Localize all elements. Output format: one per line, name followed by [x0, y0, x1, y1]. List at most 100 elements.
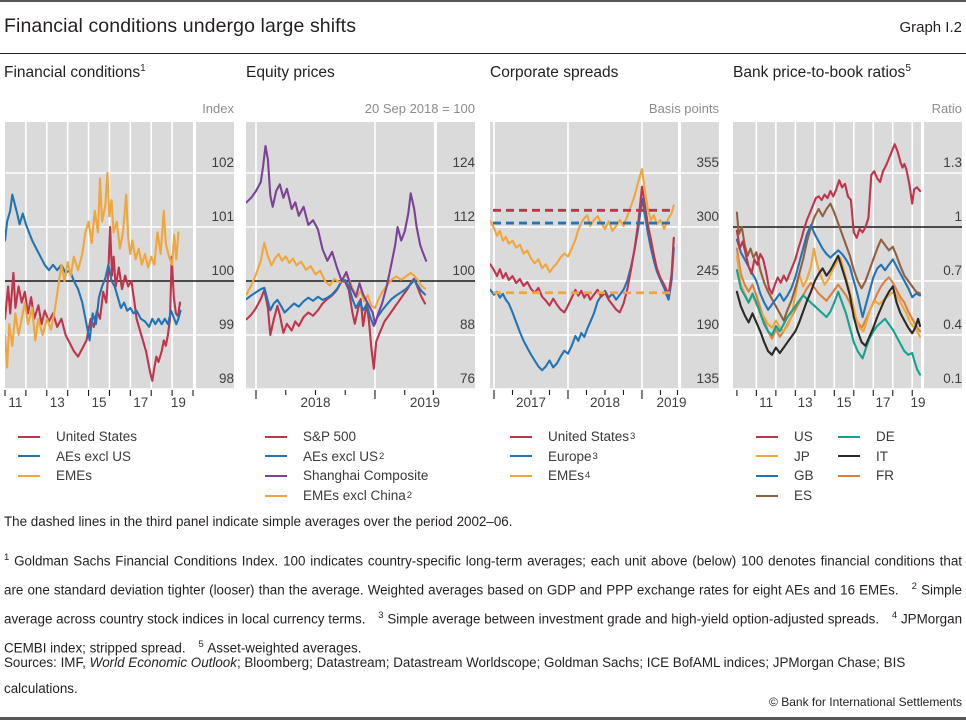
footnote-sup: 4 [891, 609, 898, 621]
x-tick-label: 19 [911, 395, 926, 410]
legend-swatch-black-icon [838, 455, 860, 458]
y-tick-label: 355 [696, 155, 719, 170]
corporate-spreads-chart: 135 190 245 300 355 2017 2018 2019 [490, 122, 719, 410]
panel-2-title: Equity prices [246, 63, 335, 82]
legend-label: ES [794, 488, 813, 504]
legend-swatch-purple-icon [265, 474, 287, 477]
plot-area [490, 122, 678, 389]
panel-2-unit-label: 20 Sep 2018 = 100 [364, 101, 475, 116]
panel-3-title-text: Corporate spreads [490, 64, 619, 82]
legend-item-emes: EMEs [18, 466, 137, 486]
x-tick-label: 13 [50, 395, 65, 410]
legend-label-sup: 3 [630, 431, 636, 443]
panel-1-title-text: Financial conditions [4, 64, 141, 82]
series-aes-excl-us [246, 279, 427, 328]
series-us [735, 143, 921, 295]
series-gb [735, 224, 921, 319]
y-tick-label: 245 [696, 263, 719, 278]
y-tick-label: 0.1 [943, 371, 962, 386]
legend-item-shanghai-composite: Shanghai Composite [265, 466, 428, 486]
y-tick-label: 0.7 [943, 263, 962, 278]
legend-swatch-blue-icon [510, 455, 532, 458]
series-it [735, 254, 921, 356]
legend-label: S&P 500 [303, 429, 357, 445]
x-tick-label: 19 [171, 395, 186, 410]
legend-item-s-p-500: S&P 500 [265, 427, 428, 447]
legend-item-emes: EMEs 4 [510, 466, 635, 486]
title-rule [0, 53, 966, 55]
plot-area [5, 122, 193, 389]
x-tick-label: 2019 [410, 395, 440, 410]
legend-item-jp: JP [756, 447, 838, 467]
top-rule [0, 0, 966, 2]
panel-1-title-sup: 1 [140, 63, 146, 74]
legend-label: GB [794, 468, 814, 484]
legend-swatch-yellow-icon [756, 455, 778, 458]
sources-suffix: ; Bloomberg; Datastream; Datastream Worl… [4, 655, 906, 696]
legend-label-sup: 2 [406, 490, 413, 502]
legend-swatch-red-icon [510, 435, 532, 438]
y-tick-label: 99 [219, 317, 234, 332]
series-de [735, 269, 921, 376]
x-tick-label: 11 [759, 395, 773, 410]
legend-column: United States AEs excl US EMEs [18, 427, 137, 486]
panel-4-unit-label: Ratio [931, 101, 962, 116]
y-tick-label: 88 [460, 317, 475, 332]
footnote-sup: 5 [198, 638, 204, 650]
y-tick-label: 102 [211, 155, 234, 170]
axis-strip [196, 122, 234, 389]
legend-item-fr: FR [838, 466, 895, 486]
legend-label-sup: 3 [592, 450, 598, 462]
y-tick-label: 76 [460, 371, 475, 386]
legend-item-aes-excl-us: AEs excl US 2 [265, 447, 428, 467]
x-tick-label: 17 [133, 395, 148, 410]
axis-strip [437, 122, 475, 389]
x-tick-label: 2019 [657, 395, 687, 410]
y-tick-label: 0.4 [943, 317, 962, 332]
legend-swatch-teal-icon [838, 435, 860, 438]
y-tick-label: 190 [696, 317, 719, 332]
legend-label: FR [876, 468, 894, 484]
graph-number: Graph I.2 [899, 19, 962, 36]
y-tick-label: 1.3 [943, 155, 962, 170]
x-tick-label: 2018 [300, 395, 330, 410]
panel-1-unit-label: Index [202, 101, 234, 116]
y-tick-label: 1 [954, 209, 962, 224]
legend-label: EMEs [548, 468, 585, 484]
panel-4-title: Bank price-to-book ratios5 [733, 63, 911, 82]
bottom-rule [0, 717, 966, 720]
legend-label: EMEs [56, 468, 93, 484]
panel-3-legend: United States 3 Europe 3 EMEs 4 [510, 427, 635, 486]
legend-item-united-states: United States [18, 427, 137, 447]
legend-label: DE [876, 429, 895, 445]
legend-label: JP [794, 448, 810, 464]
series-shanghai-composite [246, 144, 428, 325]
y-tick-label: 300 [696, 209, 719, 224]
y-tick-label: 100 [452, 263, 475, 278]
legend-label: Europe [548, 448, 592, 464]
x-tick-label: 11 [8, 395, 22, 410]
x-tick-label: 15 [837, 395, 852, 410]
page-title: Financial conditions undergo large shift… [4, 15, 357, 37]
legend-label: US [794, 429, 813, 445]
legend-column: DE IT FR [838, 427, 895, 505]
y-tick-label: 112 [453, 209, 475, 224]
y-tick-label: 135 [696, 371, 719, 386]
panel-2-legend: S&P 500 AEs excl US 2 Shanghai Composite EME… [265, 427, 428, 505]
panel-2-title-text: Equity prices [246, 64, 335, 82]
legend-item-es: ES [756, 486, 838, 506]
legend-label: IT [876, 448, 888, 464]
axis-strip [681, 122, 719, 389]
y-tick-label: 98 [219, 371, 234, 386]
legend-swatch-yellow-icon [265, 494, 287, 497]
footnote-sup: 1 [4, 552, 10, 563]
legend-label-sup: 2 [379, 450, 385, 462]
legend-swatch-red-icon [18, 435, 40, 438]
sources-italic: World Economic Outlook [89, 655, 237, 670]
legend-column: S&P 500 AEs excl US 2 Shanghai Composite EME… [265, 427, 428, 505]
series-emes [490, 168, 675, 274]
y-tick-label: 100 [211, 263, 234, 278]
series-es [735, 202, 921, 322]
series-jp [735, 247, 921, 338]
sources-prefix: Sources: IMF, [4, 655, 90, 670]
